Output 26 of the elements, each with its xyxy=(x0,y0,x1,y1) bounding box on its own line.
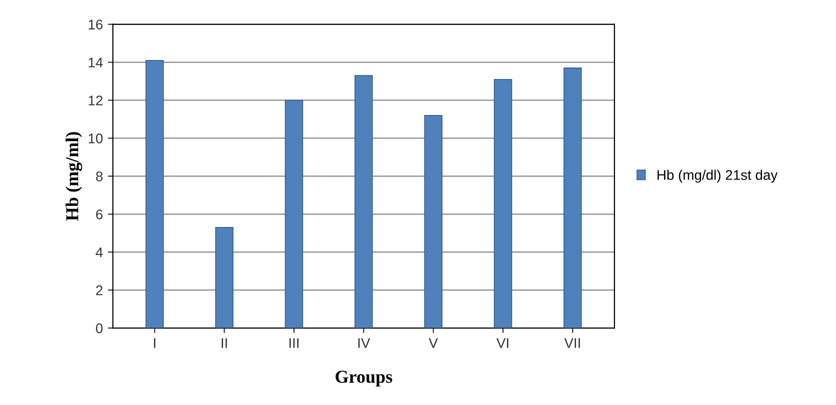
y-tick-label: 10 xyxy=(88,134,103,144)
bar xyxy=(284,100,304,328)
y-tick-label: 14 xyxy=(88,58,103,68)
y-tick-label: 12 xyxy=(88,96,102,106)
x-tick-label: VII xyxy=(564,338,580,348)
x-tick-label: IV xyxy=(358,338,370,348)
y-tick-label: 0 xyxy=(96,323,103,334)
y-tick-label: 6 xyxy=(96,209,103,220)
x-tick-label: V xyxy=(428,338,438,348)
x-tick-label: III xyxy=(289,338,298,348)
bar xyxy=(424,115,442,328)
y-tick-label: 8 xyxy=(96,172,103,182)
bar xyxy=(146,60,164,328)
bar xyxy=(354,75,373,328)
bar xyxy=(564,68,582,328)
legend-label: Hb (mg/dl) 21st day xyxy=(658,170,778,183)
bar xyxy=(215,227,234,328)
y-tick-label: 2 xyxy=(96,285,102,296)
y-tick-label: 16 xyxy=(88,20,103,30)
y-tick-label: 4 xyxy=(96,248,103,258)
bar xyxy=(494,78,512,328)
x-tick-label: VI xyxy=(496,338,508,348)
y-axis-title: Hb (mg/ml) xyxy=(66,132,82,221)
x-axis-title: Groups xyxy=(336,370,392,387)
x-tick-label: I xyxy=(154,338,156,348)
x-tick-label: II xyxy=(222,338,227,348)
